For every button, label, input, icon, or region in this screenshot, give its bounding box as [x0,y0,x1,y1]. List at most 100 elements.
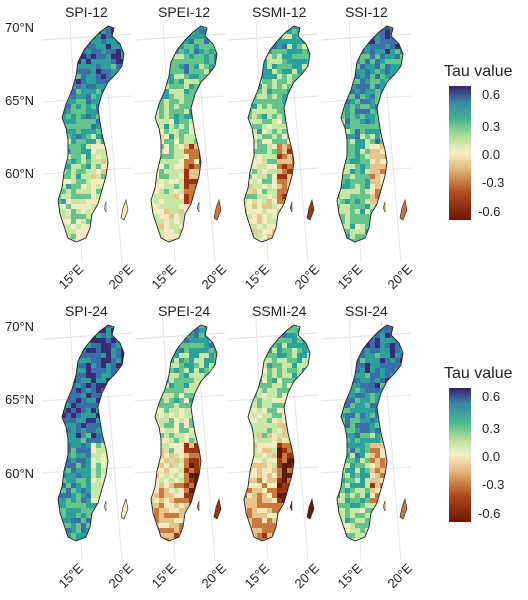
map-cell [91,383,97,389]
map-cell [257,179,263,185]
map-cell [164,388,170,394]
map-cell [337,84,341,90]
map-cell [76,413,82,419]
map-cell [282,94,288,100]
map-cell [106,508,112,514]
map-cell [302,26,308,30]
map-cell [340,239,346,242]
map-cell [395,119,401,125]
map-cell [219,179,225,185]
map-cell [179,393,185,399]
map-cell [81,463,87,469]
map-cell [345,149,351,155]
map-cell [91,179,97,185]
map-cell [337,124,341,130]
map-cell [370,189,376,195]
map-cell [116,99,122,105]
map-cell [370,338,376,344]
map-cell [262,189,268,195]
map-cell [214,59,217,65]
map-cell [81,79,87,85]
map-cell [244,124,248,130]
map-cell [58,204,62,210]
map-cell [355,104,361,110]
map-cell [257,224,263,230]
map-cell [164,224,170,230]
map-cell [159,528,165,534]
map-cell [204,378,210,384]
map-cell [116,144,122,150]
map-cell [61,348,67,354]
map-cell [282,234,288,240]
map-cell [277,418,283,424]
map-cell [400,79,403,85]
map-cell [365,368,371,374]
map-cell [58,239,62,242]
map-cell [121,468,124,474]
map-cell [247,443,253,449]
map-cell [244,463,248,469]
map-cell [340,358,346,364]
map-cell [121,433,124,439]
map-cell [262,338,268,344]
map-cell [267,119,273,125]
map-cell [111,119,117,125]
map-cell [61,413,67,419]
map-cell [340,69,346,75]
map-cell [257,144,263,150]
map-cell [81,59,87,65]
map-cell [86,29,92,35]
map-cell [179,134,185,140]
map-cell [96,438,102,444]
map-cell [370,204,376,210]
map-cell [106,54,112,60]
map-cell [71,89,77,95]
map-cell [209,79,215,85]
map-cell [400,328,403,334]
map-cell [154,428,160,434]
map-cell [262,373,268,379]
map-cell [297,523,303,529]
map-cell [360,338,366,344]
map-cell [96,209,102,215]
map-cell [214,338,217,344]
map-cell [262,134,268,140]
map-cell [282,483,288,489]
map-cell [179,358,185,364]
map-cell [76,438,82,444]
map-cell [164,234,170,240]
map-cell [199,408,205,414]
map-cell [219,368,225,374]
map-cell [184,443,190,449]
map-cell [76,79,82,85]
map-cell [81,169,87,175]
map-cell [194,358,200,364]
map-cell [154,204,160,210]
map-cell [96,393,102,399]
map-cell [277,64,283,70]
map-cell [174,189,180,195]
map-cell [101,84,107,90]
map-cell [262,39,268,45]
map-cell [91,498,97,504]
map-cell [86,368,92,374]
map-cell [61,209,67,215]
map-cell [252,463,258,469]
map-cell [262,119,268,125]
map-cell [365,79,371,85]
map-cell [350,114,356,120]
map-cell [86,378,92,384]
map-cell [247,413,253,419]
map-cell [267,523,273,529]
map-cell [257,114,263,120]
map-cell [244,234,248,240]
map-cell [91,398,97,404]
map-cell [96,473,102,479]
map-cell [184,453,190,459]
map-cell [277,159,283,165]
map-cell [66,463,72,469]
map-cell [375,69,381,75]
map-cell [219,84,225,90]
map-cell [101,119,107,125]
map-cell [81,149,87,155]
